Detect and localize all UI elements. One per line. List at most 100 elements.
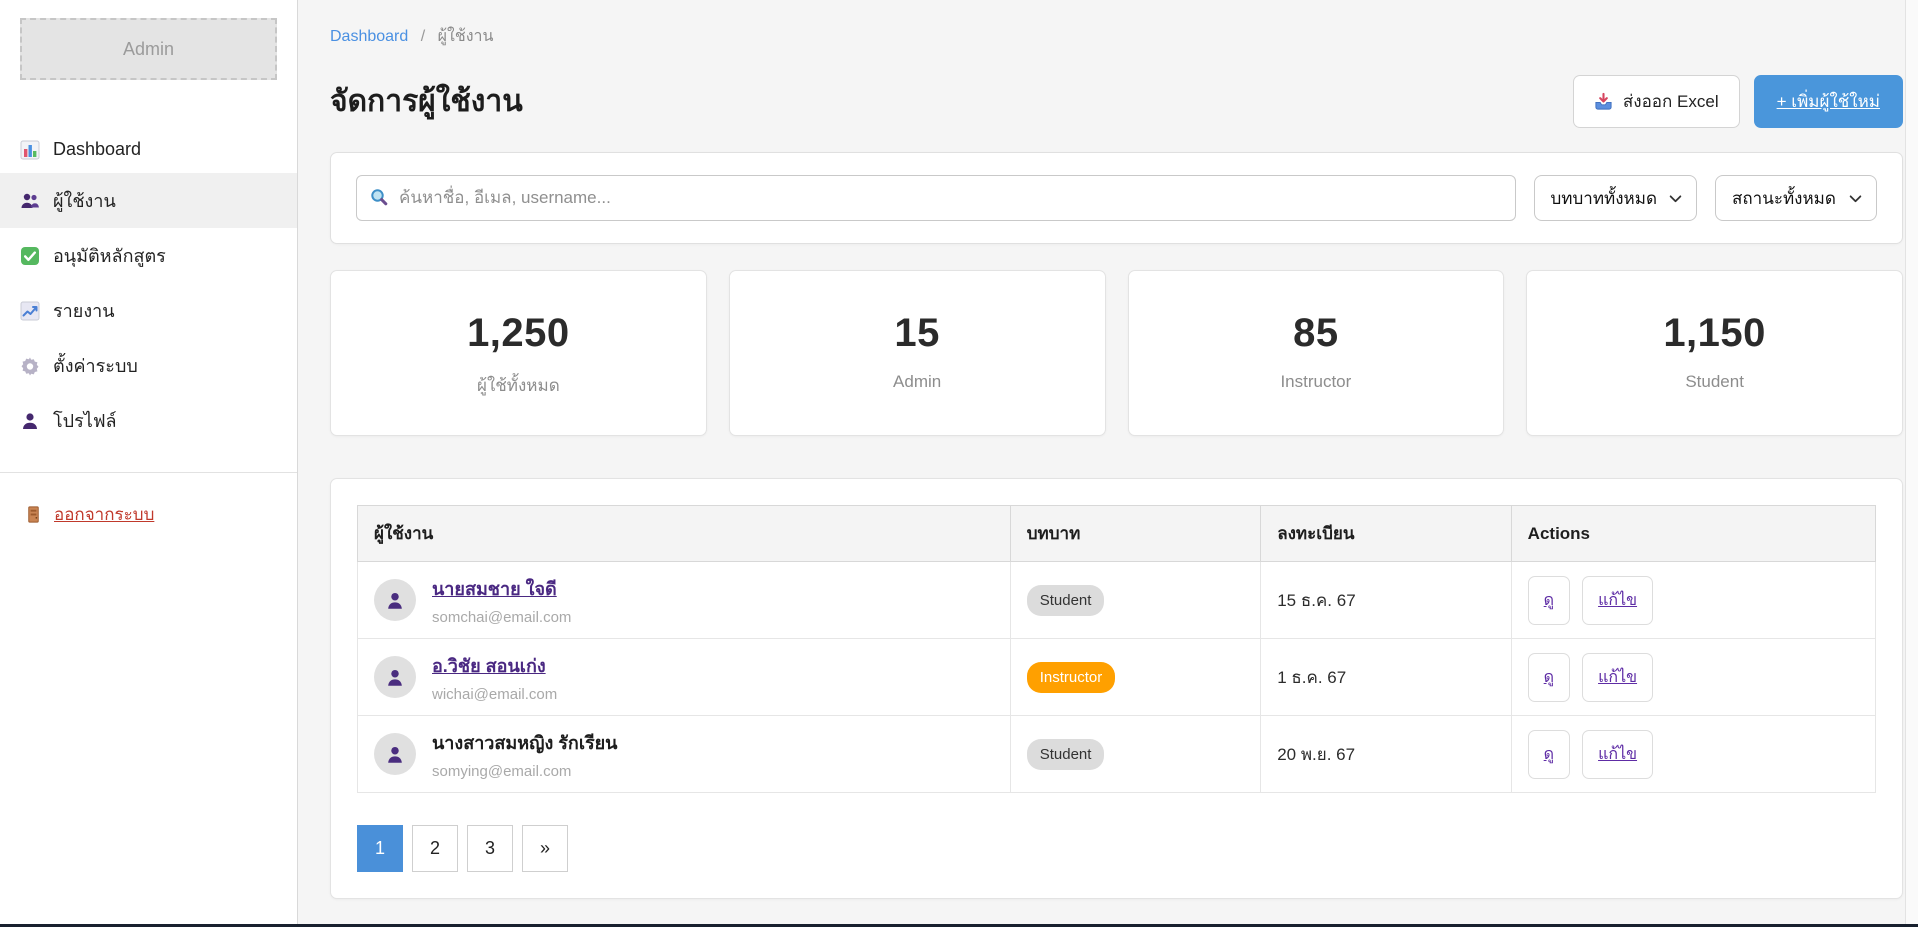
sidebar-item-label: โปรไฟล์ [53, 411, 117, 431]
breadcrumb-separator: / [420, 28, 426, 45]
window-bottom-edge [0, 924, 1918, 927]
sidebar-item-dashboard[interactable]: Dashboard [0, 126, 297, 173]
breadcrumb-dashboard-link[interactable]: Dashboard [330, 28, 409, 45]
user-cell: นายสมชาย ใจดี somchai@email.com [374, 574, 994, 626]
sidebar-item-label: รายงาน [53, 301, 115, 321]
status-filter-select[interactable]: สถานะทั้งหมด [1715, 175, 1877, 221]
pagination-page-3[interactable]: 3 [467, 825, 513, 872]
pagination: 1 2 3 » [357, 825, 1876, 872]
page-header: จัดการผู้ใช้งาน ส่งออก Excel + เพิ่มผู้ใ… [330, 75, 1903, 128]
search-icon [369, 187, 389, 207]
role-filter-value: บทบาททั้งหมด [1550, 188, 1658, 208]
table-header-row: ผู้ใช้งาน บทบาท ลงทะเบียน Actions [357, 505, 1877, 562]
logo-text: Admin [122, 38, 175, 59]
row-actions: ดู แก้ไข [1527, 652, 1859, 702]
logout-label: ออกจากระบบ [54, 505, 155, 524]
user-email: somchai@email.com [432, 609, 572, 626]
table-row: อ.วิชัย สอนเก่ง wichai@email.com Instruc… [357, 638, 1877, 716]
breadcrumb-current: ผู้ใช้งาน [437, 28, 494, 45]
sidebar-item-label: ผู้ใช้งาน [53, 191, 116, 211]
download-tray-icon [1594, 92, 1613, 111]
registered-date: 15 ธ.ค. 67 [1277, 590, 1356, 610]
stat-card-admin: 15 Admin [728, 270, 1106, 436]
search-input[interactable] [356, 175, 1516, 221]
chevron-down-icon [1849, 188, 1862, 208]
main-content: Dashboard / ผู้ใช้งาน จัดการผู้ใช้งาน ส่… [298, 0, 1918, 924]
sidebar-item-settings[interactable]: ตั้งค่าระบบ [0, 338, 297, 393]
stats-row: 1,250 ผู้ใช้ทั้งหมด 15 Admin 85 Instruct… [330, 270, 1903, 436]
user-email: somying@email.com [432, 763, 572, 780]
view-button[interactable]: ดู [1527, 575, 1571, 625]
edit-button[interactable]: แก้ไข [1582, 652, 1654, 702]
edit-button[interactable]: แก้ไข [1582, 729, 1654, 779]
avatar [374, 656, 416, 698]
sidebar-item-label: อนุมัติหลักสูตร [53, 246, 166, 266]
pagination-page-1[interactable]: 1 [357, 825, 403, 872]
stat-card-student: 1,150 Student [1526, 270, 1903, 436]
bar-chart-icon [20, 140, 40, 160]
logout-link[interactable]: ออกจากระบบ [20, 501, 154, 528]
sidebar: Admin Dashboard ผู้ใช้งาน อนุมัติหลักสูต… [0, 0, 298, 924]
user-name: นางสาวสมหญิง รักเรียน [432, 733, 618, 753]
stat-label: Admin [893, 372, 942, 391]
sidebar-nav: Dashboard ผู้ใช้งาน อนุมัติหลักสูตร รายง… [0, 126, 297, 448]
row-actions: ดู แก้ไข [1527, 729, 1859, 779]
role-badge: Student [1026, 738, 1105, 770]
search-field-wrap [356, 175, 1516, 221]
person-icon [20, 411, 40, 431]
users-table-card: ผู้ใช้งาน บทบาท ลงทะเบียน Actions [330, 478, 1903, 899]
scrollbar[interactable] [1905, 0, 1918, 924]
sidebar-item-label: ตั้งค่าระบบ [53, 356, 138, 376]
stat-card-instructor: 85 Instructor [1127, 270, 1505, 436]
door-icon [24, 505, 44, 525]
gear-icon [20, 356, 40, 376]
users-table: ผู้ใช้งาน บทบาท ลงทะเบียน Actions [357, 505, 1877, 793]
registered-date: 20 พ.ย. 67 [1277, 744, 1356, 764]
sidebar-item-profile[interactable]: โปรไฟล์ [0, 393, 297, 448]
role-badge: Student [1026, 584, 1105, 616]
user-cell: อ.วิชัย สอนเก่ง wichai@email.com [374, 651, 994, 703]
stat-card-total-users: 1,250 ผู้ใช้ทั้งหมด [330, 270, 707, 436]
status-filter-value: สถานะทั้งหมด [1732, 188, 1836, 208]
stat-label: Student [1685, 372, 1744, 391]
user-cell: นางสาวสมหญิง รักเรียน somying@email.com [374, 728, 994, 780]
stat-value: 1,150 [1663, 311, 1766, 355]
sidebar-item-label: Dashboard [53, 139, 142, 159]
avatar [374, 733, 416, 775]
stat-label: Instructor [1280, 372, 1352, 391]
edit-button[interactable]: แก้ไข [1582, 575, 1654, 625]
check-icon [20, 246, 40, 266]
user-name-link[interactable]: นายสมชาย ใจดี [432, 579, 557, 599]
logo-placeholder: Admin [20, 18, 277, 80]
pagination-next[interactable]: » [522, 825, 568, 872]
stat-value: 15 [894, 311, 940, 355]
row-actions: ดู แก้ไข [1527, 575, 1859, 625]
role-filter-select[interactable]: บทบาททั้งหมด [1533, 175, 1697, 221]
table-row: นายสมชาย ใจดี somchai@email.com Student … [357, 561, 1877, 639]
role-badge: Instructor [1026, 661, 1116, 693]
add-user-button[interactable]: + เพิ่มผู้ใช้ใหม่ [1753, 75, 1903, 128]
page-title: จัดการผู้ใช้งาน [330, 85, 523, 118]
sidebar-divider [0, 472, 297, 473]
column-header-user: ผู้ใช้งาน [357, 505, 1011, 562]
user-email: wichai@email.com [432, 686, 558, 703]
avatar [374, 579, 416, 621]
pagination-page-2[interactable]: 2 [412, 825, 458, 872]
export-excel-button[interactable]: ส่งออก Excel [1572, 75, 1740, 128]
column-header-registered: ลงทะเบียน [1260, 505, 1512, 562]
users-icon [20, 191, 40, 211]
view-button[interactable]: ดู [1527, 729, 1571, 779]
column-header-role: บทบาท [1009, 505, 1262, 562]
registered-date: 1 ธ.ค. 67 [1277, 667, 1347, 687]
table-row: นางสาวสมหญิง รักเรียน somying@email.com … [357, 715, 1877, 793]
breadcrumb: Dashboard / ผู้ใช้งาน [330, 24, 1903, 49]
user-name-link[interactable]: อ.วิชัย สอนเก่ง [432, 656, 546, 676]
sidebar-item-users[interactable]: ผู้ใช้งาน [0, 173, 297, 228]
header-actions: ส่งออก Excel + เพิ่มผู้ใช้ใหม่ [1572, 75, 1903, 128]
view-button[interactable]: ดู [1527, 652, 1571, 702]
sidebar-item-course-approval[interactable]: อนุมัติหลักสูตร [0, 228, 297, 283]
export-excel-label: ส่งออก Excel [1622, 92, 1719, 111]
sidebar-item-reports[interactable]: รายงาน [0, 283, 297, 338]
trend-chart-icon [20, 301, 40, 321]
